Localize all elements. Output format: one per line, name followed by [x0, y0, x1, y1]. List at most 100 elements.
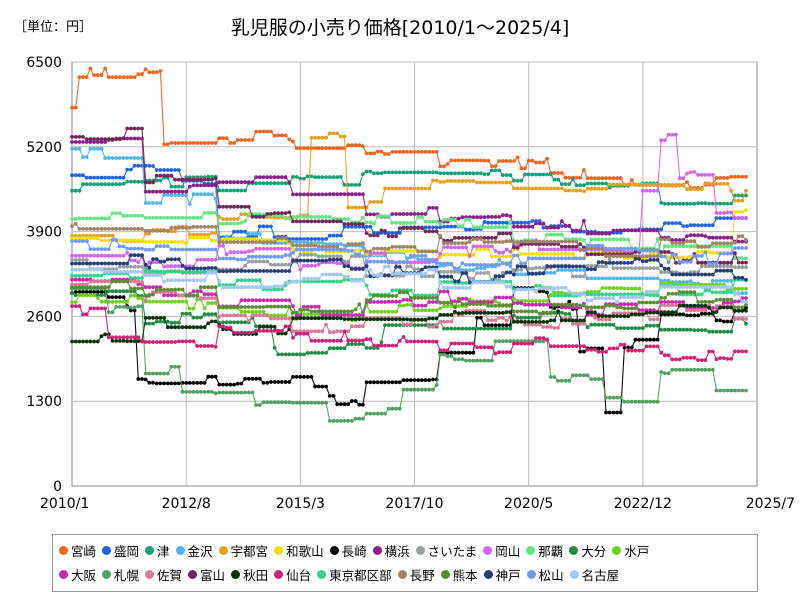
data-point-17: [106, 137, 111, 142]
data-point-14: [154, 285, 159, 290]
data-point-12: [703, 328, 708, 332]
data-point-3: [574, 183, 579, 188]
data-point-13: [456, 304, 461, 308]
data-point-15: [324, 400, 328, 405]
data-point-5: [92, 233, 96, 238]
data-point-10: [221, 243, 225, 248]
data-point-16: [350, 324, 354, 329]
data-point-8: [269, 175, 273, 180]
data-point-1: [313, 146, 317, 151]
data-point-24: [677, 260, 682, 264]
data-point-1: [121, 75, 126, 80]
data-point-13: [70, 300, 74, 304]
data-point-23: [210, 266, 214, 270]
data-point-21: [114, 227, 119, 231]
data-point-10: [699, 173, 704, 177]
data-point-17: [261, 214, 266, 219]
data-point-22: [655, 300, 660, 305]
data-point-22: [405, 290, 409, 295]
data-point-4: [283, 241, 288, 245]
data-point-21: [129, 227, 133, 231]
data-point-11: [552, 232, 557, 237]
data-point-6: [537, 252, 542, 256]
data-point-10: [696, 173, 700, 177]
data-point-3: [659, 201, 664, 205]
data-point-12: [173, 320, 178, 325]
data-point-9: [140, 264, 144, 269]
data-point-1: [582, 168, 586, 172]
data-point-16: [206, 296, 211, 301]
data-point-12: [118, 289, 122, 294]
data-point-22: [195, 293, 200, 298]
data-point-7: [681, 312, 686, 317]
data-point-21: [519, 239, 524, 244]
data-point-15: [548, 375, 553, 379]
data-point-21: [442, 241, 446, 246]
data-point-16: [140, 280, 144, 284]
data-point-12: [291, 352, 295, 357]
data-point-15: [187, 390, 192, 394]
data-point-21: [84, 227, 89, 231]
data-point-5: [508, 180, 513, 185]
data-point-19: [305, 331, 310, 336]
data-point-24: [696, 254, 700, 258]
data-point-3: [294, 175, 299, 179]
data-point-1: [361, 144, 365, 149]
data-point-16: [265, 313, 270, 318]
data-point-6: [688, 254, 693, 259]
data-point-5: [530, 186, 535, 191]
data-point-2: [493, 220, 498, 225]
data-point-8: [674, 238, 678, 242]
x-tick-label: 2012/8: [162, 496, 211, 512]
data-point-15: [228, 390, 233, 395]
data-point-16: [582, 322, 586, 326]
data-point-21: [187, 225, 192, 230]
data-point-12: [121, 289, 126, 294]
data-point-19: [353, 338, 358, 343]
data-point-8: [298, 192, 303, 197]
data-point-25: [173, 278, 178, 283]
data-point-11: [434, 219, 439, 224]
data-point-25: [666, 285, 671, 289]
data-point-1: [199, 141, 203, 145]
data-point-10: [420, 260, 424, 265]
data-point-16: [744, 317, 748, 321]
data-point-17: [243, 204, 248, 209]
data-point-14: [375, 300, 380, 304]
data-point-25: [383, 264, 387, 269]
data-point-13: [442, 304, 446, 308]
data-point-18: [637, 312, 642, 317]
data-point-9: [644, 266, 649, 270]
data-point-14: [508, 295, 513, 300]
data-point-4: [320, 241, 325, 245]
data-point-15: [475, 358, 479, 363]
data-point-11: [615, 237, 619, 242]
data-point-12: [710, 329, 715, 334]
data-point-15: [508, 339, 513, 344]
data-point-2: [541, 225, 546, 230]
data-point-10: [81, 253, 85, 258]
data-point-3: [235, 188, 240, 193]
data-point-11: [722, 244, 726, 249]
data-point-17: [453, 236, 457, 240]
data-point-1: [467, 158, 472, 163]
data-point-20: [445, 280, 450, 284]
data-point-10: [305, 263, 310, 268]
data-point-7: [169, 381, 174, 386]
data-point-25: [125, 269, 130, 274]
data-point-23: [604, 261, 608, 265]
data-point-25: [261, 285, 266, 290]
data-point-12: [302, 352, 306, 357]
data-point-7: [335, 402, 340, 407]
data-point-16: [445, 319, 450, 324]
data-point-20: [725, 290, 730, 295]
legend-item: 和歌山: [274, 541, 324, 560]
data-point-18: [280, 331, 284, 336]
data-point-1: [250, 138, 255, 142]
data-point-5: [316, 135, 321, 140]
data-point-5: [571, 188, 575, 193]
data-point-5: [106, 233, 111, 238]
data-point-2: [173, 168, 178, 172]
data-point-14: [559, 305, 564, 310]
data-point-18: [110, 339, 115, 343]
